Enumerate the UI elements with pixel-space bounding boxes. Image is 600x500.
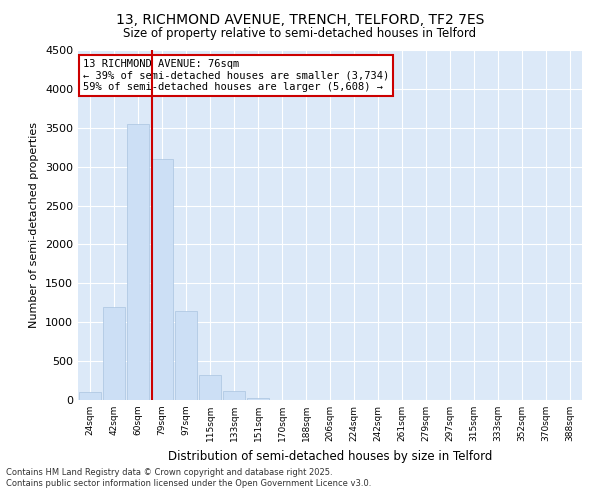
Y-axis label: Number of semi-detached properties: Number of semi-detached properties (29, 122, 40, 328)
Bar (79, 392, 101, 400)
Bar (127, 124, 149, 400)
X-axis label: Distribution of semi-detached houses by size in Telford: Distribution of semi-detached houses by … (168, 450, 492, 462)
Bar (247, 398, 269, 400)
Bar (223, 391, 245, 400)
Text: Size of property relative to semi-detached houses in Telford: Size of property relative to semi-detach… (124, 28, 476, 40)
Text: Contains HM Land Registry data © Crown copyright and database right 2025.
Contai: Contains HM Land Registry data © Crown c… (6, 468, 371, 487)
Bar (151, 159, 173, 400)
Text: 13 RICHMOND AVENUE: 76sqm
← 39% of semi-detached houses are smaller (3,734)
59% : 13 RICHMOND AVENUE: 76sqm ← 39% of semi-… (83, 59, 389, 92)
Bar (199, 375, 221, 400)
Text: 13, RICHMOND AVENUE, TRENCH, TELFORD, TF2 7ES: 13, RICHMOND AVENUE, TRENCH, TELFORD, TF… (116, 12, 484, 26)
Bar (103, 306, 125, 400)
Bar (175, 310, 197, 400)
